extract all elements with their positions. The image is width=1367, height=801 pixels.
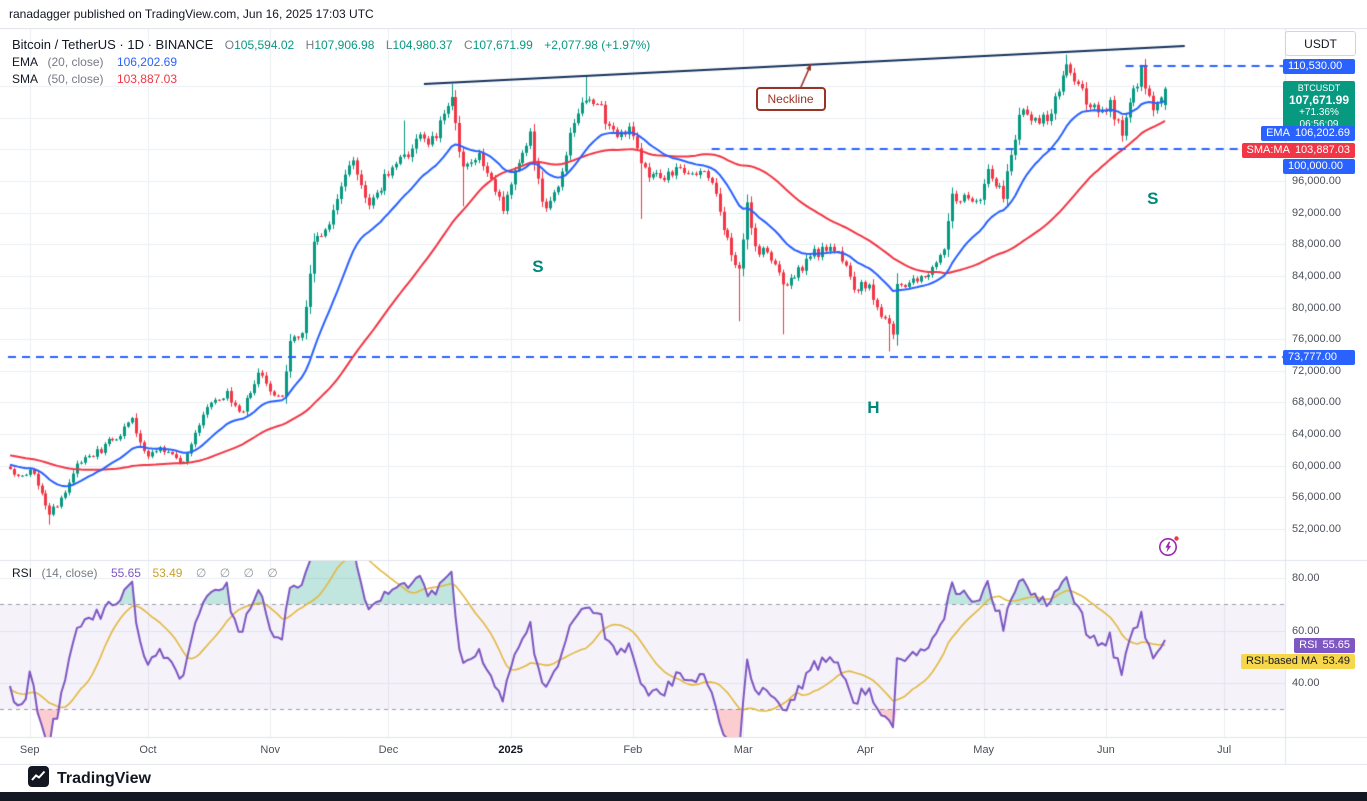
bar-countdown: 06:56:09 [1299,119,1339,130]
sma-name: SMA [12,72,39,86]
time-axis-label: May [973,744,995,756]
price-tick-label: 72,000.00 [1292,364,1341,377]
rsi-tick-label: 80.00 [1292,572,1320,584]
rsi-tick-label: 60.00 [1292,624,1320,637]
rsi-tick-label: 40.00 [1292,677,1320,689]
time-axis-label: Nov [260,744,280,756]
sma-axis-badge[interactable]: SMA:MA 103,887.03 [1241,143,1355,158]
ema-axis-badge[interactable]: EMA 106,202.69 [1261,126,1355,141]
price-line-badge-100000[interactable]: 100,000.00 [1283,159,1355,174]
last-price-value: 107,671.99 [1288,93,1350,107]
low-value: 104,980.37 [392,38,453,52]
ema-legend-row[interactable]: EMA (20, close) 106,202.69 [12,53,650,70]
rsi-ma-value: 53.49 [152,566,183,580]
symbol-title[interactable]: Bitcoin / TetherUS · 1D · BINANCE [12,37,214,52]
ema-value: 106,202.69 [116,55,178,69]
rsi-legend[interactable]: RSI (14, close) 55.65 53.49 ∅ ∅ ∅ ∅ [12,564,283,582]
price-axis[interactable]: 96,000.00 92,000.00 88,000.00 84,000.00 80,0… [1286,28,1367,737]
open-label: O [224,38,235,52]
time-axis-label: Jun [1097,744,1115,756]
publish-header: ranadagger published on TradingView.com,… [0,0,1367,28]
price-tick-label: 96,000.00 [1292,175,1341,187]
time-axis-label: Dec [378,744,399,756]
rsi-ma-axis-badge[interactable]: RSI-based MA 53.49 [1240,654,1355,669]
ema-name: EMA [12,55,39,69]
tradingview-brand[interactable]: TradingView [57,769,151,787]
sma-legend-row[interactable]: SMA (50, close) 103,887.03 [12,70,650,87]
price-tick-label: 76,000.00 [1292,333,1341,346]
rsi-value: 55.65 [110,566,141,580]
ema-params: (20, close) [47,55,104,69]
last-price-symbol: BTCUSDT [1297,83,1341,93]
ema-badge-value: 106,202.69 [1294,127,1350,139]
time-axis-label: Mar [733,744,753,756]
last-price-change-pct: +71.36% [1299,107,1339,118]
rsi-ma-badge-label: RSI-based MA [1245,655,1318,667]
tradingview-logo-icon[interactable] [28,765,49,792]
sma-badge-label: SMA:MA [1246,144,1290,156]
rsi-axis-badge[interactable]: RSI 55.65 [1294,638,1355,653]
low-label: L [385,38,393,52]
close-value: 107,671.99 [472,38,533,52]
rsi-empty-values: ∅ ∅ ∅ ∅ [195,566,283,580]
price-tick-label: 52,000.00 [1292,522,1341,535]
high-label: H [305,38,315,52]
price-line-badge-73777[interactable]: 73,777.00 [1283,350,1355,365]
close-label: C [464,38,473,52]
time-axis-label: Jul [1217,744,1232,756]
time-axis[interactable]: Sep Oct Nov Dec 2025 Feb Mar Apr May Jun Jul [0,737,1285,764]
price-tick-label: 60,000.00 [1292,459,1341,472]
price-tick-label: 92,000.00 [1292,206,1341,219]
rsi-badge-value: 55.65 [1322,639,1350,651]
sma-badge-value: 103,887.03 [1294,144,1350,156]
footer: TradingView [0,765,1367,792]
price-tick-label: 68,000.00 [1292,396,1341,409]
symbol-row[interactable]: Bitcoin / TetherUS · 1D · BINANCE O105,5… [12,36,650,53]
sma-params: (50, close) [47,72,104,86]
price-tick-label: 84,000.00 [1292,269,1341,282]
sma-value: 103,887.03 [116,72,178,86]
price-tick-label: 88,000.00 [1292,238,1341,251]
rsi-name: RSI [12,566,33,580]
quick-action-flash-icon[interactable] [1157,534,1181,558]
currency-label: USDT [1304,36,1337,51]
price-scale-currency-button[interactable]: USDT [1285,31,1356,56]
rsi-ma-badge-value: 53.49 [1322,655,1350,667]
symbol-legend: Bitcoin / TetherUS · 1D · BINANCE O105,5… [12,36,650,87]
pattern-letter-1[interactable]: H [867,397,880,417]
open-value: 105,594.02 [234,38,295,52]
pattern-letter-0[interactable]: S [532,257,544,276]
bottom-strip [0,792,1367,801]
time-axis-label: Feb [623,744,643,756]
rsi-badge-label: RSI [1299,639,1318,651]
change-value: +2,077.98 (+1.97%) [544,38,651,52]
time-axis-label: Oct [139,744,157,756]
neckline-callout[interactable]: Neckline [755,86,826,111]
high-value: 107,906.98 [314,38,375,52]
publish-header-text: ranadagger published on TradingView.com,… [9,7,374,21]
price-line-badge-110530[interactable]: 110,530.00 [1283,59,1355,74]
ema-badge-label: EMA [1266,127,1290,139]
time-axis-label: 2025 [498,744,523,756]
time-axis-label: Apr [856,744,874,756]
price-tick-label: 56,000.00 [1292,491,1341,504]
price-tick-label: 80,000.00 [1292,301,1341,314]
price-tick-label: 64,000.00 [1292,428,1341,441]
last-price-badge: BTCUSDT 107,671.99 +71.36% 06:56:09 [1283,81,1355,133]
rsi-params: (14, close) [41,566,98,580]
time-axis-label: Sep [19,744,40,756]
pattern-letter-2[interactable]: S [1147,188,1159,208]
